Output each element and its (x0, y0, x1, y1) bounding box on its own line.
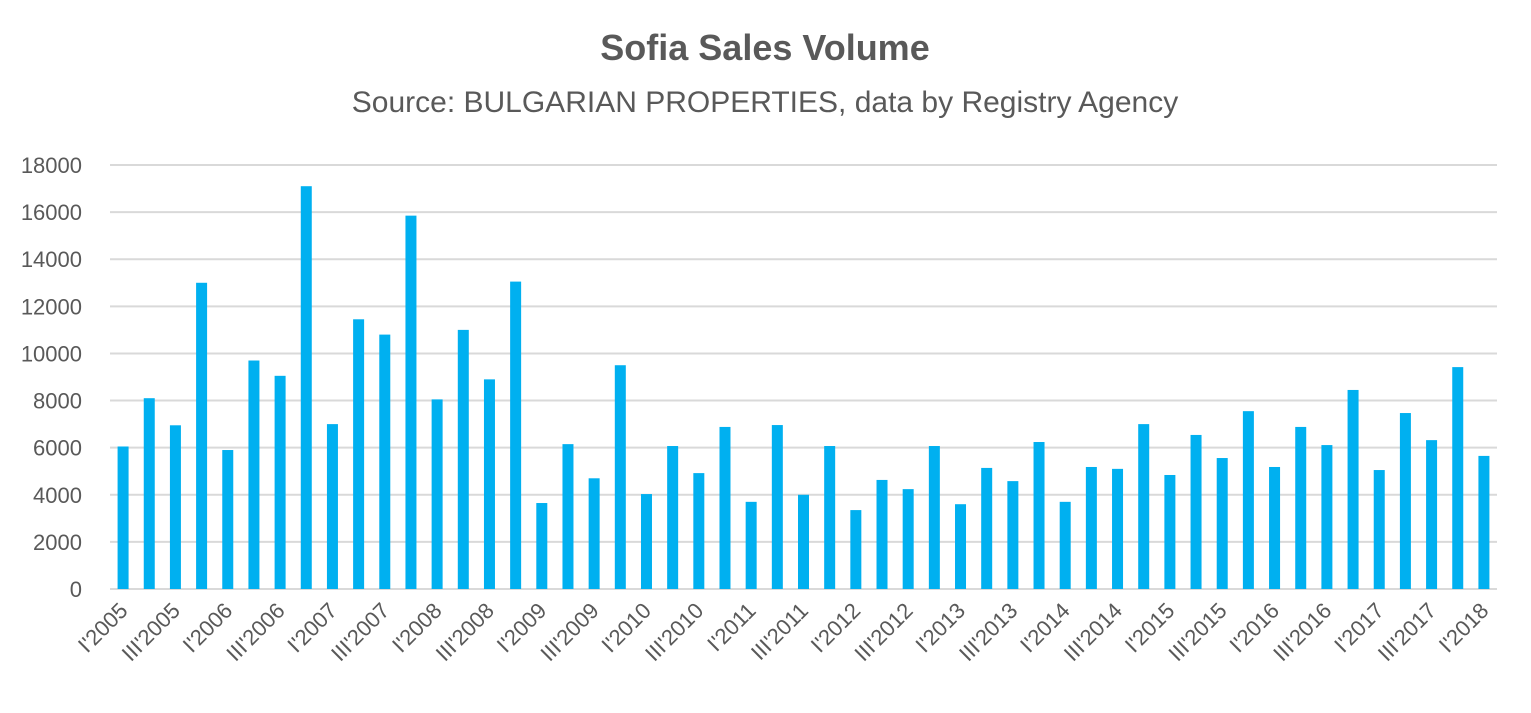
bar-III'2016 (1321, 445, 1333, 589)
y-tick-label: 6000 (33, 436, 82, 461)
x-tick-label: III'2011 (746, 598, 813, 665)
x-tick-label: III'2005 (117, 598, 185, 666)
bar-IV'2006 (300, 186, 312, 589)
bar-II'2012 (876, 479, 888, 589)
x-tick-label: III'2008 (431, 598, 499, 666)
x-tick-label: III'2009 (535, 598, 603, 666)
bar-III'2015 (1216, 458, 1228, 589)
x-tick-label: III'2014 (1059, 598, 1127, 666)
y-tick-label: 16000 (21, 200, 82, 225)
bar-I'2009 (536, 503, 548, 589)
bar-II'2016 (1295, 426, 1307, 589)
bar-II'2007 (353, 319, 365, 589)
bar-I'2007 (326, 424, 338, 589)
x-tick-label: I'2018 (1434, 598, 1494, 658)
bar-I'2014 (1059, 501, 1071, 589)
bar-II'2014 (1085, 466, 1097, 589)
bar-IV'2015 (1242, 411, 1254, 589)
bar-IV'2014 (1138, 424, 1150, 589)
bar-III'2009 (588, 478, 600, 589)
x-tick-label: III'2007 (326, 598, 394, 666)
bar-III'2007 (379, 334, 391, 589)
bar-III'2006 (274, 375, 286, 589)
bar-III'2008 (483, 379, 495, 589)
bar-I'2016 (1269, 466, 1281, 589)
bar-II'2009 (562, 444, 574, 589)
bar-II'2013 (981, 467, 993, 589)
bar-I'2012 (850, 510, 862, 589)
bar-IV'2007 (405, 215, 417, 589)
x-tick-label: III'2006 (221, 598, 289, 666)
bar-III'2017 (1426, 440, 1438, 589)
bar-I'2018 (1478, 455, 1490, 589)
x-tick-label: III'2017 (1373, 598, 1441, 666)
y-tick-label: 0 (70, 577, 82, 602)
bar-II'2006 (248, 360, 260, 589)
bar-IV'2009 (614, 365, 626, 589)
bar-IV'2011 (824, 446, 836, 589)
bar-I'2013 (955, 504, 967, 589)
y-tick-label: 18000 (21, 153, 82, 178)
bar-II'2015 (1190, 434, 1202, 589)
x-tick-label: III'2015 (1164, 598, 1232, 666)
bar-III'2010 (693, 473, 705, 589)
bar-II'2008 (457, 329, 469, 589)
chart-title: Sofia Sales Volume (600, 27, 929, 68)
bar-I'2011 (745, 501, 757, 589)
bar-IV'2013 (1033, 442, 1045, 589)
bar-I'2017 (1373, 470, 1385, 589)
bar-IV'2016 (1347, 389, 1359, 589)
bar-III'2014 (1112, 468, 1124, 589)
bar-II'2010 (667, 446, 679, 589)
y-tick-label: 10000 (21, 341, 82, 366)
bar-I'2008 (431, 399, 443, 589)
y-tick-label: 8000 (33, 389, 82, 414)
bar-I'2015 (1164, 474, 1176, 589)
chart-subtitle: Source: BULGARIAN PROPERTIES, data by Re… (352, 86, 1178, 119)
bar-IV'2010 (719, 426, 731, 589)
bar-III'2005 (169, 425, 181, 589)
bar-III'2011 (798, 494, 809, 589)
y-tick-label: 2000 (33, 530, 82, 555)
bar-IV'2005 (196, 282, 208, 589)
y-tick-label: 12000 (21, 294, 82, 319)
y-tick-label: 4000 (33, 483, 82, 508)
bar-I'2006 (222, 450, 234, 589)
bar-II'2011 (771, 425, 783, 589)
bar-IV'2017 (1452, 367, 1464, 589)
bar-II'2017 (1399, 413, 1411, 589)
bar-I'2005 (117, 446, 129, 589)
bar-IV'2008 (510, 281, 522, 589)
x-tick-label: III'2013 (954, 598, 1022, 666)
bar-III'2012 (902, 489, 914, 589)
y-tick-label: 14000 (21, 247, 82, 272)
x-tick-label: III'2016 (1268, 598, 1336, 666)
bar-IV'2012 (928, 446, 940, 589)
bar-III'2013 (1007, 481, 1019, 589)
bar-I'2010 (640, 494, 652, 589)
bar-II'2005 (143, 398, 155, 589)
x-tick-label: III'2012 (849, 598, 917, 666)
x-tick-label: III'2010 (640, 598, 708, 666)
